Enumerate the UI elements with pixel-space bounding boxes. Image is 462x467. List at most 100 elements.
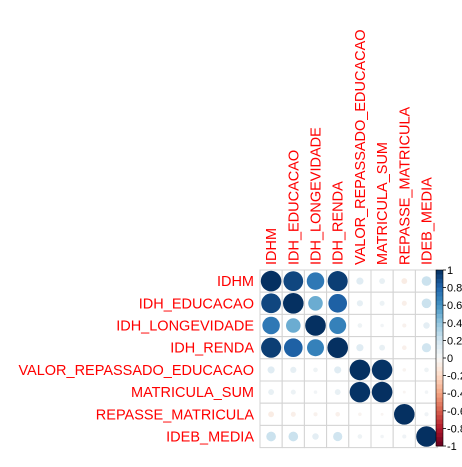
- correlation-circle-2-0: [262, 316, 280, 335]
- correlation-circle-7-2: [312, 433, 319, 440]
- row-label: REPASSE_MATRICULA: [96, 407, 255, 423]
- legend-segment: [436, 432, 443, 438]
- row-label: IDH_LONGEVIDADE: [116, 319, 254, 335]
- correlation-circle-0-2: [306, 272, 325, 290]
- correlation-circle-3-3: [327, 337, 349, 359]
- correlation-circle-6-2: [313, 412, 318, 417]
- legend-segment: [436, 309, 443, 315]
- legend-segment: [436, 344, 443, 350]
- legend-segment: [436, 314, 443, 319]
- legend-segment: [436, 419, 443, 425]
- correlation-circle-4-6: [402, 368, 407, 372]
- legend-segment: [436, 406, 443, 412]
- row-label: IDH_EDUCACAO: [139, 296, 254, 312]
- row-labels: IDHM IDH_EDUCACAO IDH_LONGEVIDADE IDH_RENDA…: [18, 274, 254, 445]
- legend-tick-label: -0.4: [447, 388, 462, 400]
- legend-segment: [436, 296, 443, 302]
- legend-segment: [436, 322, 443, 328]
- row-label: IDH_RENDA: [170, 341, 254, 357]
- correlation-circle-2-3: [329, 317, 347, 334]
- correlation-circle-3-6: [401, 345, 407, 351]
- legend-segment: [436, 318, 443, 324]
- correlation-circle-5-5: [371, 381, 393, 403]
- correlation-circle-7-5: [380, 434, 384, 439]
- correlation-circle-7-1: [288, 431, 299, 442]
- correlation-circle-6-4: [358, 412, 362, 417]
- correlation-circle-2-4: [357, 323, 363, 328]
- legend-segment: [436, 358, 443, 363]
- legend-tick-label: 0.6: [447, 300, 462, 312]
- correlation-circle-6-6: [394, 404, 415, 425]
- legend-segment: [436, 397, 443, 403]
- legend-tick-label: 0.4: [447, 318, 462, 330]
- correlation-circle-7-4: [357, 434, 363, 439]
- correlation-circle-7-6: [402, 434, 407, 439]
- legend-segment: [436, 300, 443, 306]
- column-label: IDHM: [264, 228, 280, 265]
- correlation-circle-3-2: [307, 339, 324, 357]
- legend-segment: [436, 349, 443, 354]
- column-label: IDH_EDUCACAO: [286, 150, 302, 265]
- legend-segment: [436, 410, 443, 416]
- color-legend: 1 0.8 0.6 0.4 0.2 0 -0.2 -0.4 -0.6 -0.8 -1: [435, 265, 462, 453]
- legend-tick-label: 1: [447, 265, 453, 277]
- correlation-circle-1-2: [308, 296, 323, 311]
- legend-segment: [436, 393, 443, 398]
- correlation-circle-6-7: [424, 412, 429, 417]
- legend-tick-label: -1: [447, 441, 457, 453]
- legend-tick-label: -0.2: [447, 371, 462, 383]
- legend-segment: [436, 340, 443, 346]
- column-labels: IDHM IDH_EDUCACAO IDH_LONGEVIDADE IDH_RENDA…: [264, 29, 435, 265]
- correlation-circle-4-1: [290, 366, 297, 373]
- correlation-circle-1-3: [328, 293, 348, 313]
- legend-tick-label: 0.2: [447, 335, 462, 347]
- correlation-circle-1-6: [401, 300, 407, 306]
- column-label: IDH_LONGEVIDADE: [309, 127, 325, 265]
- correlation-circle-2-2: [305, 315, 326, 336]
- column-label: REPASSE_MATRICULA: [397, 106, 413, 265]
- legend-segment: [436, 424, 443, 429]
- column-label: VALOR_REPASSADO_EDUCACAO: [353, 29, 369, 265]
- correlation-circle-6-5: [380, 412, 384, 416]
- row-label: MATRICULA_SUM: [131, 385, 254, 401]
- legend-tick-label: -0.8: [447, 423, 462, 435]
- legend-segment: [436, 283, 443, 288]
- legend-segment: [436, 415, 443, 420]
- legend-tick-label: 0.8: [447, 283, 462, 295]
- correlation-circle-3-0: [261, 337, 282, 358]
- correlation-circle-5-4: [349, 381, 371, 403]
- column-label: IDEB_MEDIA: [420, 177, 436, 265]
- correlation-circle-3-5: [379, 344, 386, 351]
- legend-segment: [436, 292, 443, 297]
- correlation-circle-3-1: [283, 338, 303, 358]
- legend-segment: [436, 384, 443, 390]
- correlation-circle-2-1: [286, 318, 301, 333]
- legend-segment: [436, 437, 443, 442]
- correlation-circle-3-7: [421, 343, 432, 353]
- legend-segment: [436, 375, 443, 381]
- correlation-circle-4-0: [267, 366, 275, 374]
- correlation-circle-0-5: [379, 278, 386, 285]
- correlation-circle-4-2: [313, 367, 318, 373]
- column-label: MATRICULA_SUM: [375, 142, 391, 265]
- correlation-circle-0-0: [260, 270, 282, 292]
- legend-segment: [436, 402, 443, 407]
- legend-segment: [436, 287, 443, 293]
- correlation-circle-7-0: [266, 431, 276, 442]
- correlation-circle-0-6: [401, 278, 408, 285]
- correlation-circle-1-4: [356, 300, 363, 307]
- legend-segment: [436, 305, 443, 310]
- correlation-circle-6-3: [335, 411, 341, 417]
- legend-segment: [436, 371, 443, 376]
- row-label: VALOR_REPASSADO_EDUCACAO: [18, 363, 254, 379]
- correlation-circle-1-0: [261, 293, 281, 314]
- legend-segment: [436, 388, 443, 394]
- correlation-circle-0-1: [283, 271, 304, 291]
- legend-segment: [436, 336, 443, 341]
- row-label: IDEB_MEDIA: [166, 430, 254, 446]
- correlation-circle-5-0: [268, 389, 275, 396]
- correlation-circle-4-5: [371, 359, 393, 381]
- correlation-circle-7-7: [416, 426, 437, 447]
- correlation-circle-5-1: [290, 389, 296, 395]
- legend-segment: [436, 428, 443, 434]
